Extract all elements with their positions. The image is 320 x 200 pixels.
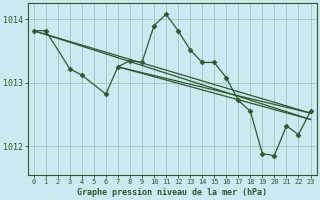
X-axis label: Graphe pression niveau de la mer (hPa): Graphe pression niveau de la mer (hPa) [77, 188, 267, 197]
